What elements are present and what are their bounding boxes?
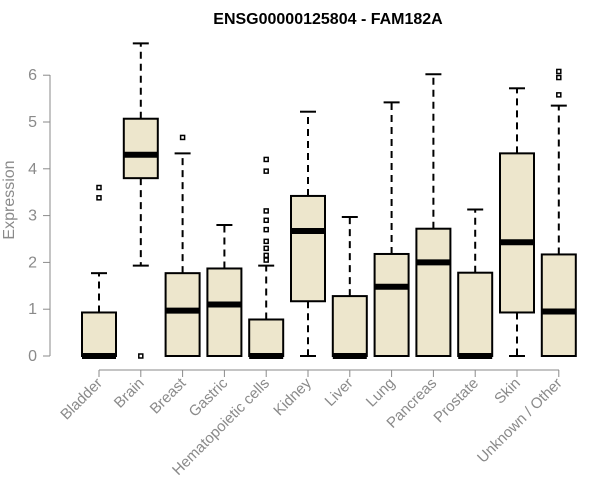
y-axis-label: Expression: [1, 160, 18, 239]
box-rect: [81, 311, 117, 358]
box-group: [373, 101, 410, 357]
y-tick-label: 0: [28, 348, 37, 365]
box-group: [248, 156, 285, 359]
x-tick-label: Skin: [491, 375, 524, 408]
box-rect: [248, 318, 285, 358]
box-group: [415, 73, 452, 357]
box-group: [290, 110, 326, 357]
outlier-point: [263, 245, 269, 252]
box-group: [81, 184, 117, 359]
outlier-point: [263, 168, 269, 174]
box-group: [122, 42, 159, 359]
x-tick-label: Lung: [363, 375, 399, 411]
box-rect: [290, 194, 326, 303]
outlier-point: [263, 208, 269, 214]
outlier-point: [263, 238, 269, 245]
box-rect: [206, 267, 243, 358]
y-tick-label: 1: [28, 301, 37, 318]
outlier-point: [179, 134, 186, 141]
box-rect: [499, 152, 535, 314]
x-tick-label: Breast: [147, 374, 190, 417]
outlier-point: [263, 156, 269, 163]
outlier-point: [263, 226, 269, 233]
box-rect: [164, 272, 201, 357]
y-tick-label: 5: [28, 114, 37, 131]
y-tick-label: 6: [28, 67, 37, 84]
x-tick-label: Brain: [111, 375, 148, 412]
box-rect: [373, 252, 410, 357]
box-group: [164, 134, 201, 357]
box-rect: [122, 117, 159, 180]
box-group: [331, 216, 368, 359]
outlier-point: [138, 353, 144, 359]
outlier-point: [263, 217, 269, 224]
box-rect: [540, 253, 577, 357]
outlier-point: [263, 257, 269, 263]
y-tick-label: 4: [28, 161, 37, 178]
box-group: [457, 208, 494, 359]
box-group: [206, 223, 243, 358]
box-rect: [457, 271, 494, 358]
outlier-point: [556, 92, 562, 98]
box-rect: [415, 227, 452, 357]
y-tick-label: 3: [28, 208, 37, 225]
outlier-point: [556, 74, 562, 81]
box-group: [499, 87, 535, 357]
outlier-point: [556, 68, 562, 75]
outlier-point: [263, 252, 269, 259]
x-tick-label: Bladder: [57, 375, 106, 424]
boxes: [81, 42, 577, 359]
chart-title: ENSG00000125804 - FAM182A: [213, 11, 443, 28]
x-tick-label: Liver: [322, 375, 357, 410]
x-tick-label: Prostate: [430, 375, 482, 427]
box-group: [540, 68, 577, 357]
x-tick-label: Kidney: [270, 374, 315, 419]
outlier-point: [96, 184, 102, 191]
y-tick-label: 2: [28, 254, 37, 271]
outlier-point: [96, 195, 102, 201]
box-rect: [331, 295, 368, 358]
y-ticks: 0 1 2 3 4 5 6: [28, 67, 50, 365]
